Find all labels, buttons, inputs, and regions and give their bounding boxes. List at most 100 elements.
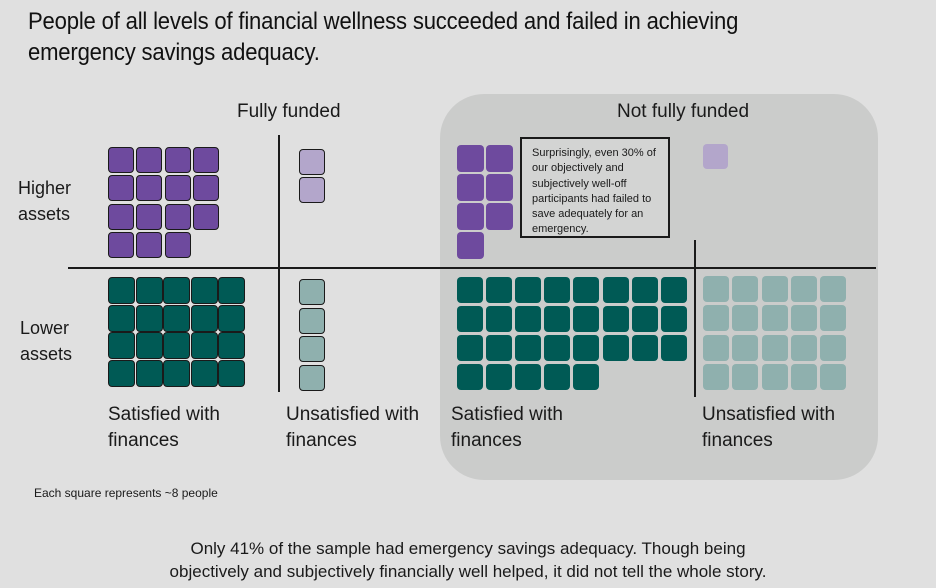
waffle-square bbox=[136, 175, 163, 202]
waffle-square bbox=[163, 332, 190, 359]
waffle-square bbox=[190, 277, 218, 304]
row-divider bbox=[68, 267, 876, 269]
waffle-square bbox=[218, 332, 245, 359]
waffle-square bbox=[631, 335, 658, 362]
waffle-square bbox=[108, 332, 135, 359]
title-line-1: People of all levels of financial wellne… bbox=[28, 8, 739, 35]
column-label-line-1: Unsatisfied with bbox=[702, 404, 836, 425]
waffle-square bbox=[299, 177, 325, 204]
waffle-square bbox=[573, 306, 600, 333]
waffle-square bbox=[761, 276, 788, 302]
column-label-not-funded-satisfied: Satisfied with finances bbox=[451, 402, 563, 454]
waffle-square bbox=[660, 335, 687, 362]
waffle-square bbox=[602, 306, 629, 333]
waffle-square bbox=[732, 305, 759, 332]
waffle-square bbox=[486, 277, 513, 303]
waffle-square bbox=[192, 147, 219, 173]
waffle-square bbox=[820, 363, 847, 390]
row-label-higher-assets: Higher assets bbox=[18, 175, 71, 227]
waffle-square bbox=[299, 336, 325, 363]
waffle-square bbox=[732, 276, 759, 302]
waffle-square bbox=[820, 334, 847, 361]
waffle-square bbox=[703, 144, 728, 169]
waffle-square bbox=[108, 203, 134, 230]
waffle-square bbox=[486, 364, 513, 391]
waffle-square bbox=[457, 335, 483, 362]
annotation-callout: Surprisingly, even 30% of our objectivel… bbox=[520, 137, 670, 238]
waffle-square bbox=[299, 307, 325, 334]
waffle-square bbox=[602, 335, 629, 362]
waffle-square bbox=[190, 332, 218, 359]
waffle-square bbox=[136, 203, 163, 230]
waffle-square bbox=[457, 203, 484, 230]
waffle-square bbox=[544, 277, 571, 303]
column-label-not-funded-unsatisfied: Unsatisfied with finances bbox=[702, 402, 835, 454]
summary-line-2: objectively and subjectively financially… bbox=[169, 562, 767, 581]
waffle-square bbox=[164, 231, 191, 258]
waffle-square bbox=[703, 334, 729, 361]
waffle-square bbox=[660, 306, 687, 333]
waffle-square bbox=[486, 335, 513, 362]
waffle-square bbox=[457, 306, 483, 333]
waffle-square bbox=[703, 363, 729, 390]
waffle-square bbox=[790, 305, 817, 332]
waffle-square bbox=[703, 305, 729, 332]
waffle-square bbox=[515, 335, 542, 362]
waffle-square bbox=[190, 304, 218, 332]
column-label-line-2: finances bbox=[108, 430, 179, 451]
waffle-square bbox=[135, 359, 163, 387]
waffle-square bbox=[218, 359, 245, 387]
waffle-square bbox=[136, 231, 163, 258]
waffle-square bbox=[660, 277, 687, 303]
waffle-square bbox=[515, 306, 542, 333]
waffle-square bbox=[108, 359, 135, 387]
waffle-square bbox=[631, 277, 658, 303]
summary-line-1: Only 41% of the sample had emergency sav… bbox=[190, 539, 746, 558]
waffle-square bbox=[631, 306, 658, 333]
waffle-square bbox=[573, 364, 600, 391]
waffle-square bbox=[457, 364, 483, 391]
column-label-line-1: Unsatisfied with bbox=[286, 404, 420, 425]
column-label-line-2: finances bbox=[702, 430, 773, 451]
waffle-square bbox=[732, 363, 759, 390]
column-label-fully-unsatisfied: Unsatisfied with finances bbox=[286, 402, 419, 454]
waffle-square bbox=[573, 277, 600, 303]
waffle-square bbox=[135, 332, 163, 359]
waffle-square bbox=[820, 276, 847, 302]
waffle-square bbox=[136, 147, 163, 173]
waffle-square bbox=[790, 334, 817, 361]
waffle-square bbox=[108, 304, 135, 332]
waffle-square bbox=[190, 359, 218, 387]
summary-text: Only 41% of the sample had emergency sav… bbox=[0, 537, 936, 583]
group-title-fully-funded: Fully funded bbox=[237, 101, 341, 122]
waffle-square bbox=[486, 203, 513, 230]
column-label-fully-satisfied: Satisfied with finances bbox=[108, 402, 220, 454]
waffle-square bbox=[732, 334, 759, 361]
column-label-line-2: finances bbox=[286, 430, 357, 451]
waffle-square bbox=[457, 232, 484, 259]
waffle-square bbox=[457, 277, 483, 303]
waffle-square bbox=[164, 147, 191, 173]
waffle-square bbox=[486, 145, 513, 172]
waffle-square bbox=[135, 304, 163, 332]
waffle-square bbox=[761, 334, 788, 361]
waffle-square bbox=[192, 175, 219, 202]
waffle-square bbox=[299, 149, 325, 175]
waffle-square bbox=[790, 363, 817, 390]
waffle-square bbox=[544, 335, 571, 362]
waffle-square bbox=[703, 276, 729, 302]
waffle-square bbox=[163, 277, 190, 304]
column-divider-not-fully-funded bbox=[694, 240, 696, 397]
waffle-square bbox=[163, 304, 190, 332]
waffle-square bbox=[761, 363, 788, 390]
waffle-square bbox=[299, 365, 325, 392]
waffle-square bbox=[544, 306, 571, 333]
waffle-square bbox=[820, 305, 847, 332]
waffle-square bbox=[108, 175, 134, 202]
waffle-square bbox=[515, 364, 542, 391]
unit-footnote: Each square represents ~8 people bbox=[34, 486, 218, 500]
waffle-square bbox=[163, 359, 190, 387]
title-line-2: emergency savings adequacy. bbox=[28, 39, 320, 66]
column-label-line-1: Satisfied with bbox=[108, 404, 220, 425]
waffle-square bbox=[135, 277, 163, 304]
